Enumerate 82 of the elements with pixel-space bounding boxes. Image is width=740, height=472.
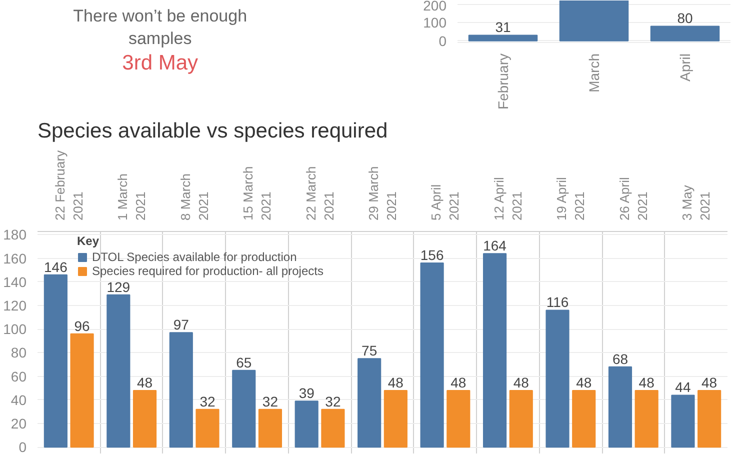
x-tick-label: 22 March 2021	[303, 166, 336, 220]
bar	[468, 34, 538, 42]
y-tick-label: 40	[10, 392, 27, 408]
data-label: 44	[675, 379, 691, 396]
data-label: 48	[576, 374, 592, 390]
data-label: 146	[44, 258, 68, 275]
bar	[321, 408, 345, 448]
bar	[698, 390, 722, 448]
legend-title: Key	[77, 234, 100, 248]
legend-label: Species required for production- all projects	[92, 264, 324, 278]
bar	[106, 294, 130, 448]
x-tick-label: 26 April 2021	[616, 177, 650, 220]
data-label: 164	[483, 238, 507, 254]
bar	[70, 333, 94, 448]
x-tick-label: 5 April 2021	[428, 184, 462, 220]
data-label: 116	[546, 294, 569, 310]
x-tick-label: 19 April 2021	[554, 177, 588, 220]
data-label: 32	[325, 393, 341, 410]
data-label: 65	[236, 354, 252, 370]
data-label: 48	[450, 374, 466, 390]
y-tick-label: 0	[18, 439, 27, 456]
x-tick-label: 12 April 2021	[491, 177, 524, 220]
y-tick-label: 100	[3, 321, 27, 338]
bar	[132, 390, 157, 448]
x-tick-label: April	[677, 53, 693, 82]
text: There won’t be enough samples	[73, 6, 248, 48]
bar	[196, 408, 220, 448]
bar	[509, 390, 533, 448]
x-tick-label: 3 May 2021	[680, 184, 713, 220]
y-tick-label: 180	[3, 226, 27, 243]
data-label: 32	[262, 393, 278, 410]
bar	[572, 390, 596, 448]
bar	[650, 26, 720, 42]
data-label: 80	[677, 10, 693, 26]
bar	[420, 262, 444, 448]
y-tick-label: 160	[3, 250, 27, 266]
bar	[671, 394, 695, 448]
bar	[634, 390, 658, 448]
bar	[546, 310, 570, 448]
text: 3rd May	[122, 52, 199, 75]
data-label: 32	[200, 393, 216, 410]
x-tick-label: February	[495, 53, 511, 110]
data-label: 48	[638, 374, 655, 390]
x-tick-label: 15 March 2021	[240, 166, 274, 220]
data-label: 96	[74, 318, 90, 334]
bar	[384, 390, 408, 448]
data-label: 39	[298, 385, 315, 402]
data-label: 48	[136, 374, 153, 390]
x-tick-label: 8 March 2021	[178, 174, 211, 220]
bar	[258, 408, 282, 448]
data-label: 156	[420, 247, 444, 264]
bar	[358, 358, 382, 448]
y-tick-label: 0	[438, 32, 447, 49]
bar	[482, 253, 507, 448]
data-label: 129	[106, 278, 130, 295]
bar	[232, 370, 256, 448]
bar	[294, 400, 318, 448]
bar	[446, 390, 470, 448]
data-label: 75	[362, 342, 378, 359]
x-tick-label: 1 March 2021	[115, 174, 148, 220]
data-label: 68	[612, 350, 628, 367]
bar	[608, 366, 632, 448]
y-tick-label: 20	[10, 416, 27, 432]
y-tick-label: 120	[3, 298, 27, 314]
x-tick-label: March	[586, 53, 602, 92]
chart-title: Species available vs species required	[38, 120, 388, 142]
y-tick-label: 100	[423, 14, 447, 31]
y-tick-label: 140	[3, 274, 27, 290]
legend-label: DTOL Species available for production	[92, 250, 297, 264]
data-label: 48	[388, 374, 404, 390]
data-label: 48	[702, 374, 718, 390]
data-label: 97	[173, 316, 190, 333]
data-label: 31	[495, 19, 511, 36]
y-tick-label: 200	[423, 0, 447, 14]
bar	[169, 332, 193, 448]
data-label: 48	[513, 374, 530, 390]
bar	[44, 274, 68, 448]
bar	[559, 0, 629, 42]
y-tick-label: 80	[10, 344, 27, 361]
x-tick-label: 22 February 2021	[52, 150, 86, 220]
x-tick-label: 29 March 2021	[366, 166, 399, 220]
y-tick-label: 60	[10, 368, 27, 384]
